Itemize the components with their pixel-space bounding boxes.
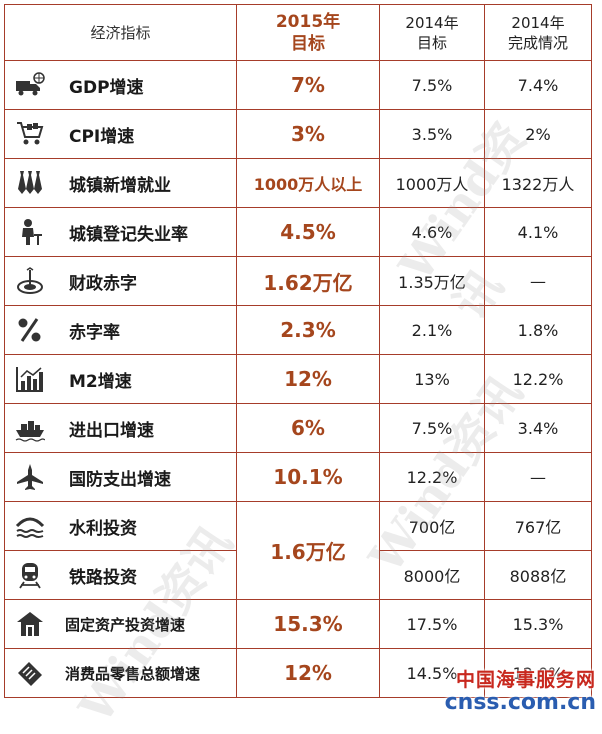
indicator-cell: 进出口增速 <box>4 403 237 453</box>
indicator-cell: 财政赤字 <box>4 256 237 306</box>
target-2015-cell: 15.3% <box>236 599 380 649</box>
target-2015-cell: 12% <box>236 648 380 698</box>
indicator-label: 进出口增速 <box>69 420 154 441</box>
card-icon <box>5 659 55 687</box>
table-row: M2增速 12% 13% 12.2% <box>4 354 592 404</box>
indicator-label: 城镇登记失业率 <box>69 224 188 245</box>
target-2014-cell: 7.5% <box>379 60 485 110</box>
actual-2014-cell: — <box>484 452 592 502</box>
target-2015-cell: 1000万人以上 <box>236 158 380 208</box>
table-row: 城镇登记失业率 4.5% 4.6% 4.1% <box>4 207 592 257</box>
target-2014-cell: 13% <box>379 354 485 404</box>
target-2015-cell: 10.1% <box>236 452 380 502</box>
table-row: 赤字率 2.3% 2.1% 1.8% <box>4 305 592 355</box>
indicator-cell: 城镇登记失业率 <box>4 207 237 257</box>
indicator-cell: 水利投资 <box>4 501 237 551</box>
table-row: 进出口增速 6% 7.5% 3.4% <box>4 403 592 453</box>
target-2014-cell: 1000万人 <box>379 158 485 208</box>
house-icon <box>5 610 55 638</box>
indicator-cell: 国防支出增速 <box>4 452 237 502</box>
actual-2014-cell: 767亿 <box>484 501 592 551</box>
indicator-cell: 消费品零售总额增速 <box>4 648 237 698</box>
header-target-2015: 2015年 目标 <box>236 4 380 61</box>
actual-2014-cell: 15.3% <box>484 599 592 649</box>
target-2014-cell: 17.5% <box>379 599 485 649</box>
indicator-cell: 城镇新增就业 <box>4 158 237 208</box>
target-2015-cell: 2.3% <box>236 305 380 355</box>
indicator-cell: 固定资产投资增速 <box>4 599 237 649</box>
actual-2014-cell: 8088亿 <box>484 550 592 600</box>
target-icon <box>5 267 55 295</box>
indicator-label: 铁路投资 <box>69 567 137 588</box>
bar-chart-icon <box>5 365 55 393</box>
fighter-jet-icon <box>5 463 55 491</box>
table-row: 固定资产投资增速 15.3% 17.5% 15.3% <box>4 599 592 649</box>
target-2014-cell: 14.5% <box>379 648 485 698</box>
target-2014-cell: 3.5% <box>379 109 485 159</box>
header-indicator: 经济指标 <box>4 4 237 61</box>
actual-2014-cell: 1.8% <box>484 305 592 355</box>
actual-2014-cell: — <box>484 256 592 306</box>
indicator-cell: 铁路投资 <box>4 550 237 600</box>
shopping-cart-icon <box>5 120 55 148</box>
target-2015-cell: 3% <box>236 109 380 159</box>
target-2015-cell: 12% <box>236 354 380 404</box>
actual-2014-cell: 12.2% <box>484 354 592 404</box>
indicator-label: GDP增速 <box>69 77 144 98</box>
target-2015-cell: 1.62万亿 <box>236 256 380 306</box>
actual-2014-cell: 3.4% <box>484 403 592 453</box>
table-row: 财政赤字 1.62万亿 1.35万亿 — <box>4 256 592 306</box>
target-2015-cell: 6% <box>236 403 380 453</box>
indicator-cell: GDP增速 <box>4 60 237 110</box>
target-2014-cell: 2.1% <box>379 305 485 355</box>
target-2014-cell: 700亿 <box>379 501 485 551</box>
actual-2014-cell: 1322万人 <box>484 158 592 208</box>
actual-2014-cell: 4.1% <box>484 207 592 257</box>
target-2014-cell: 1.35万亿 <box>379 256 485 306</box>
actual-2014-cell: 7.4% <box>484 60 592 110</box>
indicator-label: 固定资产投资增速 <box>65 615 186 634</box>
indicator-label: 城镇新增就业 <box>69 175 171 196</box>
indicator-cell: CPI增速 <box>4 109 237 159</box>
ship-icon <box>5 414 55 442</box>
indicator-label: 财政赤字 <box>69 273 137 294</box>
seated-person-icon <box>5 218 55 246</box>
header-actual-2014: 2014年 完成情况 <box>484 4 592 61</box>
table-row: 城镇新增就业 1000万人以上 1000万人 1322万人 <box>4 158 592 208</box>
table-row: 水利投资 1.6万亿 700亿 767亿 <box>4 501 592 600</box>
economic-indicators-table: 经济指标 2015年 目标 2014年 目标 2014年 完成情况 GDP增速 7% … <box>4 4 592 698</box>
table-row: 国防支出增速 10.1% 12.2% — <box>4 452 592 502</box>
indicator-cell: M2增速 <box>4 354 237 404</box>
indicator-label: 国防支出增速 <box>69 469 171 490</box>
table-row: CPI增速 3% 3.5% 2% <box>4 109 592 159</box>
truck-globe-icon <box>5 71 55 99</box>
indicator-label: 赤字率 <box>69 322 120 343</box>
indicator-cell: 赤字率 <box>4 305 237 355</box>
target-2015-cell: 7% <box>236 60 380 110</box>
actual-2014-cell: 12.0% <box>484 648 592 698</box>
table-row: GDP增速 7% 7.5% 7.4% <box>4 60 592 110</box>
indicator-label: 水利投资 <box>69 518 137 539</box>
target-2015-cell-merged: 1.6万亿 <box>236 501 380 600</box>
header-row: 经济指标 2015年 目标 2014年 目标 2014年 完成情况 <box>4 4 592 61</box>
target-2014-cell: 12.2% <box>379 452 485 502</box>
table-row: 消费品零售总额增速 12% 14.5% 12.0% <box>4 648 592 698</box>
train-icon <box>5 561 55 589</box>
indicator-label: 消费品零售总额增速 <box>65 664 201 683</box>
percent-icon <box>5 316 55 344</box>
target-2014-cell: 7.5% <box>379 403 485 453</box>
header-target-2014: 2014年 目标 <box>379 4 485 61</box>
target-2014-cell: 8000亿 <box>379 550 485 600</box>
water-bridge-icon <box>5 512 55 540</box>
actual-2014-cell: 2% <box>484 109 592 159</box>
indicator-label: CPI增速 <box>69 126 135 147</box>
target-2015-cell: 4.5% <box>236 207 380 257</box>
neckties-icon <box>5 169 55 197</box>
target-2014-cell: 4.6% <box>379 207 485 257</box>
indicator-label: M2增速 <box>69 371 132 392</box>
